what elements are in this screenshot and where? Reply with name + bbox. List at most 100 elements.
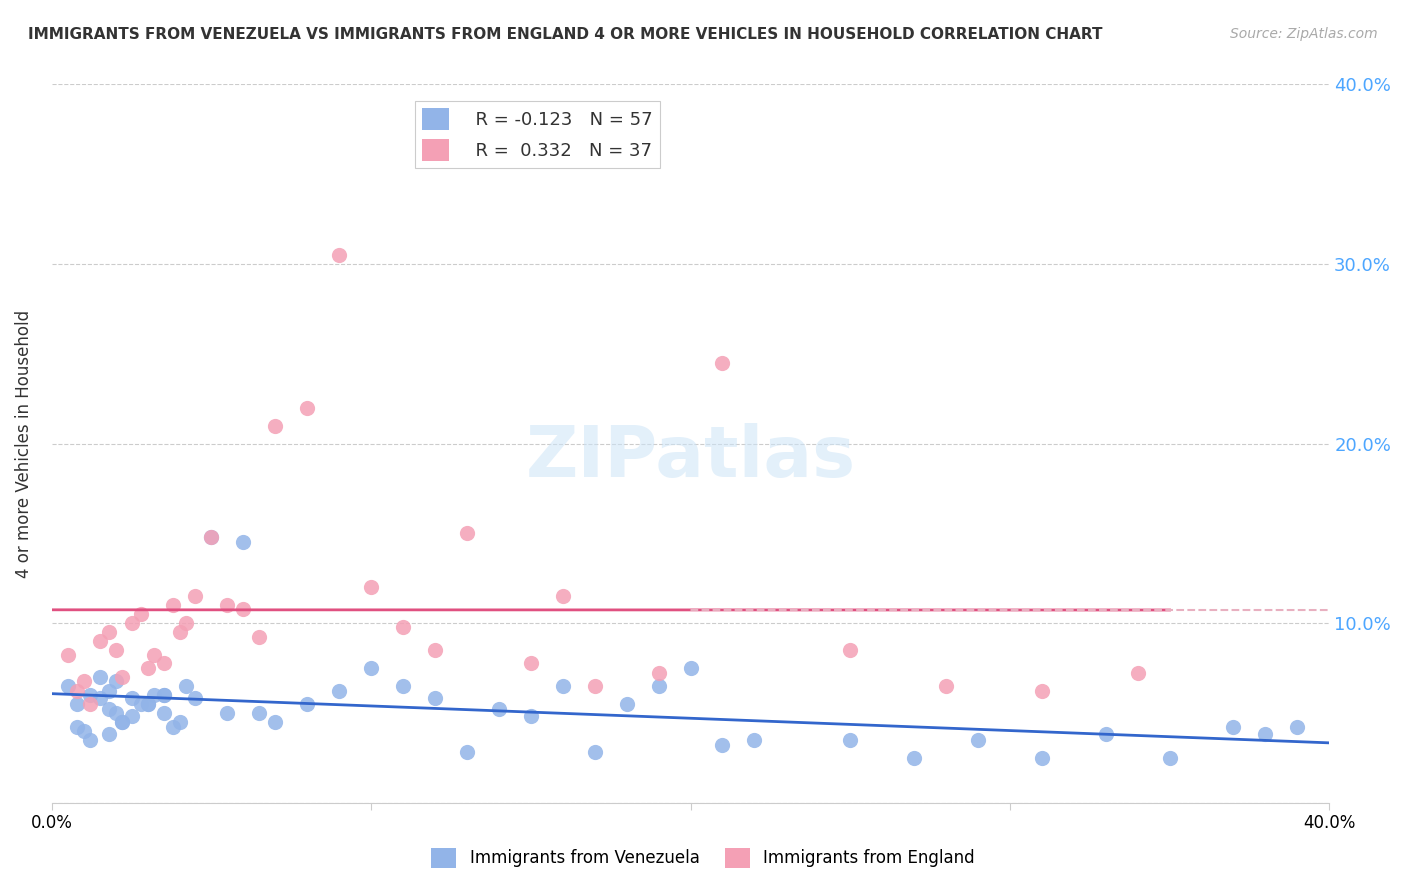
- Point: [616, 697, 638, 711]
- Point: [935, 679, 957, 693]
- Point: [583, 679, 606, 693]
- Point: [104, 643, 127, 657]
- Point: [66, 720, 89, 734]
- Point: [98, 625, 121, 640]
- Point: [551, 679, 574, 693]
- Point: [711, 738, 734, 752]
- Point: [104, 673, 127, 688]
- Point: [1222, 720, 1244, 734]
- Point: [711, 356, 734, 370]
- Point: [73, 673, 96, 688]
- Point: [111, 714, 134, 729]
- Point: [162, 598, 184, 612]
- Point: [111, 670, 134, 684]
- Point: [297, 697, 319, 711]
- Point: [551, 589, 574, 603]
- Text: IMMIGRANTS FROM VENEZUELA VS IMMIGRANTS FROM ENGLAND 4 OR MORE VEHICLES IN HOUSE: IMMIGRANTS FROM VENEZUELA VS IMMIGRANTS …: [28, 27, 1102, 42]
- Point: [264, 418, 287, 433]
- Point: [1094, 727, 1116, 741]
- Point: [79, 697, 101, 711]
- Point: [520, 709, 543, 723]
- Point: [744, 732, 766, 747]
- Point: [247, 631, 270, 645]
- Point: [360, 580, 382, 594]
- Point: [217, 706, 239, 720]
- Text: ZIPatlas: ZIPatlas: [526, 424, 856, 492]
- Point: [121, 709, 143, 723]
- Point: [488, 702, 510, 716]
- Point: [1254, 727, 1277, 741]
- Point: [121, 691, 143, 706]
- Point: [129, 697, 152, 711]
- Point: [328, 684, 350, 698]
- Text: Source: ZipAtlas.com: Source: ZipAtlas.com: [1230, 27, 1378, 41]
- Point: [679, 661, 702, 675]
- Point: [184, 589, 207, 603]
- Point: [520, 656, 543, 670]
- Point: [200, 530, 222, 544]
- Point: [264, 714, 287, 729]
- Point: [142, 688, 165, 702]
- Point: [129, 607, 152, 621]
- Point: [169, 625, 191, 640]
- Y-axis label: 4 or more Vehicles in Household: 4 or more Vehicles in Household: [15, 310, 32, 578]
- Point: [89, 634, 111, 648]
- Point: [136, 697, 159, 711]
- Point: [1031, 750, 1053, 764]
- Point: [423, 691, 446, 706]
- Point: [152, 688, 174, 702]
- Point: [647, 666, 669, 681]
- Point: [839, 732, 862, 747]
- Point: [136, 697, 159, 711]
- Point: [839, 643, 862, 657]
- Point: [456, 745, 478, 759]
- Point: [247, 706, 270, 720]
- Point: [232, 601, 254, 615]
- Point: [184, 691, 207, 706]
- Legend: Immigrants from Venezuela, Immigrants from England: Immigrants from Venezuela, Immigrants fr…: [425, 841, 981, 875]
- Point: [647, 679, 669, 693]
- Point: [392, 679, 415, 693]
- Point: [328, 248, 350, 262]
- Point: [297, 401, 319, 415]
- Point: [217, 598, 239, 612]
- Point: [583, 745, 606, 759]
- Point: [174, 615, 197, 630]
- Point: [232, 535, 254, 549]
- Point: [1286, 720, 1309, 734]
- Point: [73, 723, 96, 738]
- Point: [152, 656, 174, 670]
- Point: [111, 714, 134, 729]
- Point: [98, 684, 121, 698]
- Point: [66, 697, 89, 711]
- Point: [79, 732, 101, 747]
- Point: [79, 688, 101, 702]
- Point: [200, 530, 222, 544]
- Point: [392, 620, 415, 634]
- Point: [56, 679, 79, 693]
- Point: [152, 706, 174, 720]
- Point: [162, 720, 184, 734]
- Point: [456, 526, 478, 541]
- Point: [360, 661, 382, 675]
- Point: [967, 732, 990, 747]
- Point: [1031, 684, 1053, 698]
- Point: [121, 615, 143, 630]
- Point: [174, 679, 197, 693]
- Point: [56, 648, 79, 663]
- Legend:   R = -0.123   N = 57,   R =  0.332   N = 37: R = -0.123 N = 57, R = 0.332 N = 37: [415, 101, 659, 169]
- Point: [1126, 666, 1149, 681]
- Point: [1159, 750, 1181, 764]
- Point: [89, 670, 111, 684]
- Point: [903, 750, 925, 764]
- Point: [98, 702, 121, 716]
- Point: [104, 706, 127, 720]
- Point: [169, 714, 191, 729]
- Point: [89, 691, 111, 706]
- Point: [98, 727, 121, 741]
- Point: [423, 643, 446, 657]
- Point: [152, 688, 174, 702]
- Point: [136, 661, 159, 675]
- Point: [142, 648, 165, 663]
- Point: [66, 684, 89, 698]
